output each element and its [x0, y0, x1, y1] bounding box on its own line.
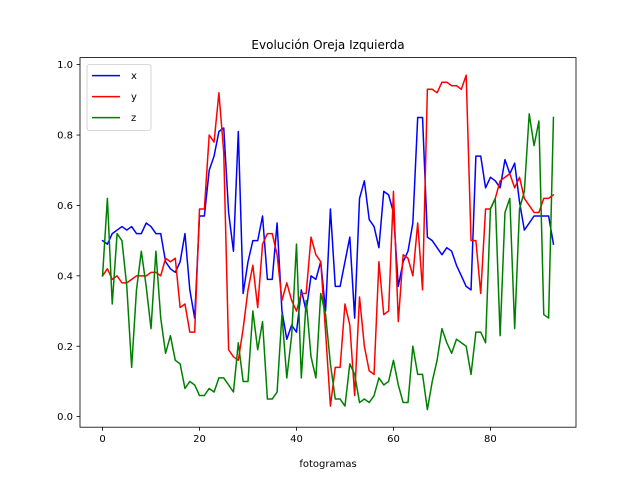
series-line-y — [101, 74, 555, 407]
y-tick-label: 0.8 — [57, 131, 73, 142]
chart-title: Evolución Oreja Izquierda — [251, 38, 404, 52]
series-layer — [101, 74, 555, 411]
y-tick-label: 0.0 — [57, 412, 73, 423]
legend-label-y: y — [131, 92, 137, 103]
x-tick-label: 60 — [387, 434, 400, 445]
legend-label-x: x — [131, 71, 137, 82]
x-tick-label: 20 — [193, 434, 206, 445]
x-tick-label: 0 — [99, 434, 105, 445]
legend: xyz — [86, 64, 152, 131]
legend-label-z: z — [131, 113, 136, 124]
y-tick-label: 1.0 — [57, 60, 73, 71]
x-axis-title: fotogramas — [299, 459, 356, 470]
x-axis: 0 20 40 60 80 — [99, 427, 497, 445]
y-axis: 0.0 0.2 0.4 0.6 0.8 1.0 — [57, 60, 80, 423]
y-tick-label: 0.6 — [57, 201, 73, 212]
x-tick-label: 40 — [290, 434, 303, 445]
y-tick-label: 0.4 — [57, 271, 73, 282]
legend-box — [86, 64, 152, 131]
plot-frame — [79, 57, 577, 428]
x-tick-label: 80 — [484, 434, 497, 445]
y-tick-label: 0.2 — [57, 342, 73, 353]
series-line-z — [101, 113, 555, 411]
series-line-x — [101, 116, 555, 340]
